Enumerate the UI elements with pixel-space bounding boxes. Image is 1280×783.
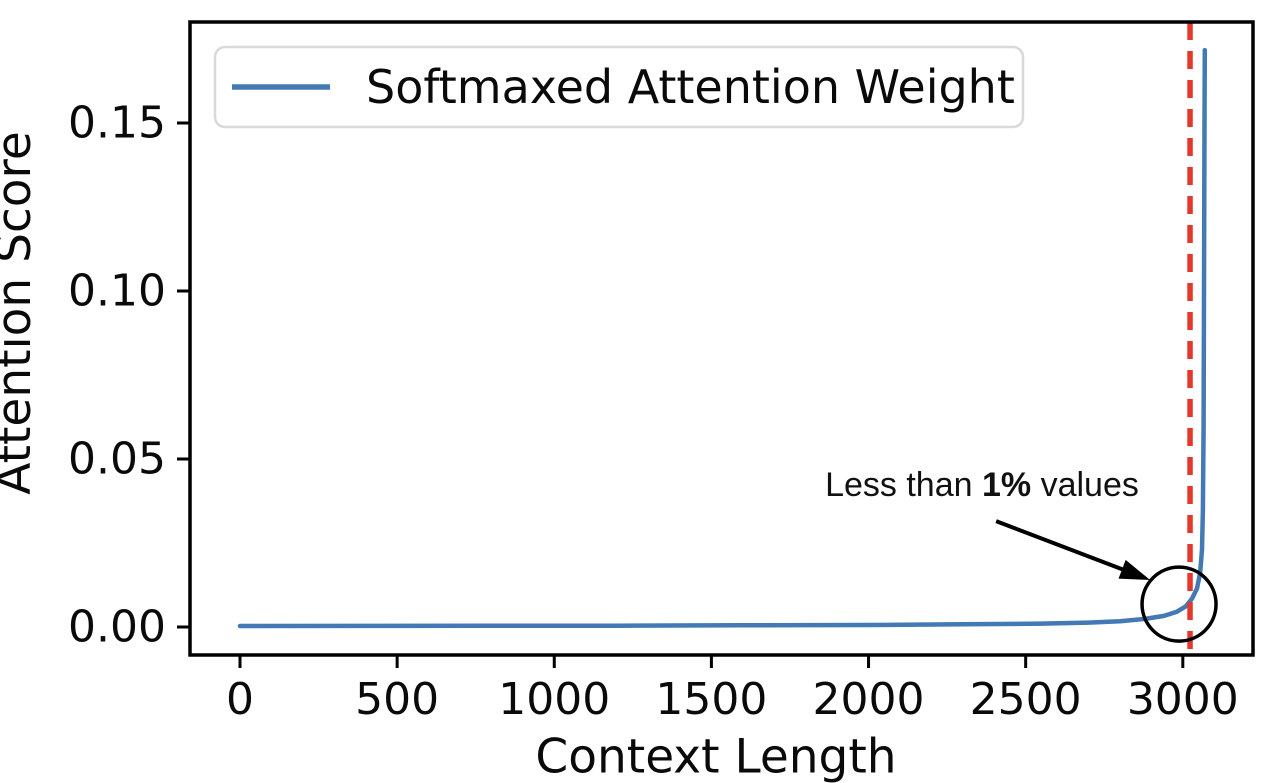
annotation-arrowhead-icon <box>1118 559 1151 580</box>
plot-border <box>188 20 1255 657</box>
annotation-highlight-circle <box>1140 565 1218 643</box>
y-tick-label: 0.15 <box>68 98 166 149</box>
y-tick-label: 0.05 <box>68 434 166 485</box>
x-tick-label: 0 <box>226 674 254 725</box>
annotation-group: Less than 1% values <box>825 466 1218 643</box>
y-tick-label: 0.00 <box>68 602 166 653</box>
y-axis-label: Attention Score <box>0 131 42 495</box>
x-tick-label: 2500 <box>970 674 1082 725</box>
x-tick-label: 3000 <box>1127 674 1239 725</box>
x-tick-label: 500 <box>355 674 439 725</box>
legend-box <box>213 45 1025 129</box>
attention-curve <box>237 47 1208 629</box>
x-axis-label: Context Length <box>535 729 896 783</box>
legend: Softmaxed Attention Weight <box>213 45 1025 129</box>
legend-label: Softmaxed Attention Weight <box>366 60 1015 114</box>
x-tick-label: 1000 <box>498 674 610 725</box>
annotation-text: Less than 1% values <box>825 466 1139 504</box>
annotation-arrow <box>995 519 1129 574</box>
y-tick-label: 0.10 <box>68 266 166 317</box>
x-tick-label: 2000 <box>813 674 925 725</box>
x-tick-label: 1500 <box>655 674 767 725</box>
